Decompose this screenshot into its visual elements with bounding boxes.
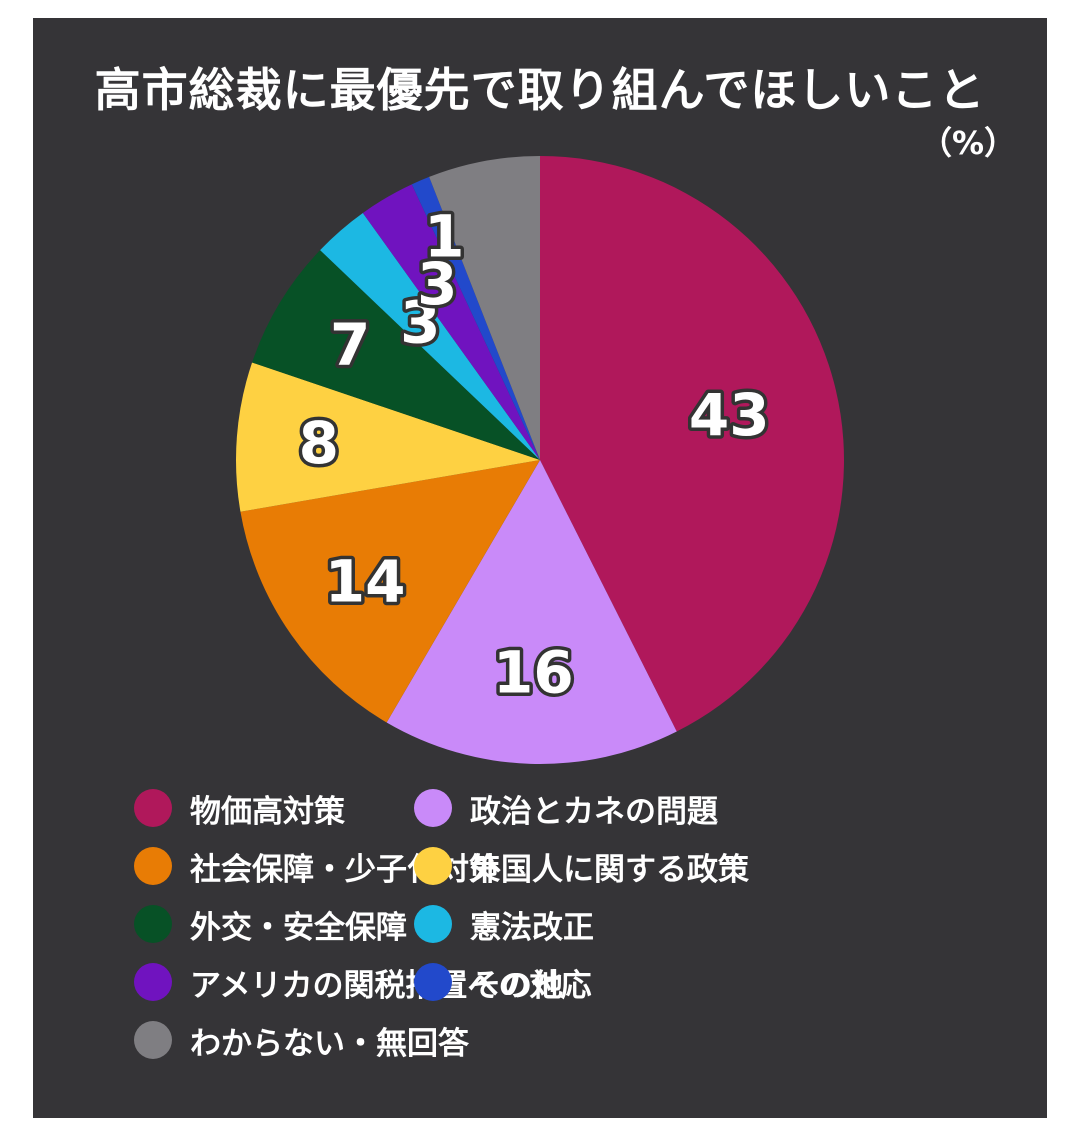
legend-swatch bbox=[134, 1021, 172, 1059]
legend-item-3: 社会保障・少子化対策 bbox=[134, 847, 500, 888]
unit-label: （%） bbox=[920, 124, 1017, 162]
slice-value-label: 8 bbox=[299, 409, 339, 477]
legend-item-2: 政治とカネの問題 bbox=[414, 789, 974, 830]
legend-item-9: わからない・無回答 bbox=[134, 1021, 469, 1062]
legend-label: 物価高対策 bbox=[190, 793, 345, 830]
pie-slice bbox=[320, 212, 540, 460]
legend-label: 政治とカネの問題 bbox=[470, 793, 718, 830]
pie-slice bbox=[252, 250, 540, 460]
pie-slice bbox=[362, 184, 540, 461]
legend-label: 外交・安全保障 bbox=[190, 909, 407, 946]
legend-label: その他 bbox=[470, 967, 563, 1004]
pie-slice bbox=[240, 460, 540, 723]
chart-title: 高市総裁に最優先で取り組んでほしいこと bbox=[94, 63, 986, 117]
slice-value-label: 7 bbox=[330, 311, 370, 379]
slice-value-label: 1 bbox=[424, 202, 464, 270]
slice-value-label: 14 bbox=[325, 547, 406, 615]
legend-item-6: 憲法改正 bbox=[414, 905, 974, 946]
pie-slice bbox=[429, 156, 540, 460]
legend-swatch bbox=[134, 789, 172, 827]
slice-value-label: 3 bbox=[400, 288, 440, 356]
pie-slice bbox=[411, 176, 540, 461]
legend-swatch bbox=[414, 847, 452, 885]
legend-swatch bbox=[134, 963, 172, 1001]
slice-value-label: 3 bbox=[417, 250, 457, 318]
legend-item-8: その他 bbox=[414, 963, 974, 1004]
legend-label: 外国人に関する政策 bbox=[470, 851, 749, 888]
legend-swatch bbox=[134, 905, 172, 943]
slice-value-label: 16 bbox=[493, 639, 574, 707]
pie-slice bbox=[386, 460, 677, 765]
legend-item-1: 物価高対策 bbox=[134, 789, 414, 830]
legend-swatch bbox=[414, 963, 452, 1001]
legend: 物価高対策 政治とカネの問題 社会保障・少子化対策 外国人に関する政策 外交・安… bbox=[134, 789, 994, 1062]
legend-label: 憲法改正 bbox=[470, 909, 594, 946]
slice-value-label: 43 bbox=[689, 381, 770, 449]
pie-slice bbox=[540, 156, 844, 732]
legend-swatch bbox=[414, 789, 452, 827]
legend-item-5: 外交・安全保障 bbox=[134, 905, 414, 946]
legend-item-7: アメリカの関税措置への対応 bbox=[134, 963, 591, 1004]
legend-swatch bbox=[134, 847, 172, 885]
legend-swatch bbox=[414, 905, 452, 943]
legend-item-4: 外国人に関する政策 bbox=[414, 847, 974, 888]
pie-slice bbox=[236, 362, 540, 512]
legend-label: アメリカの関税措置への対応 bbox=[190, 967, 592, 1004]
legend-label: わからない・無回答 bbox=[190, 1025, 469, 1062]
